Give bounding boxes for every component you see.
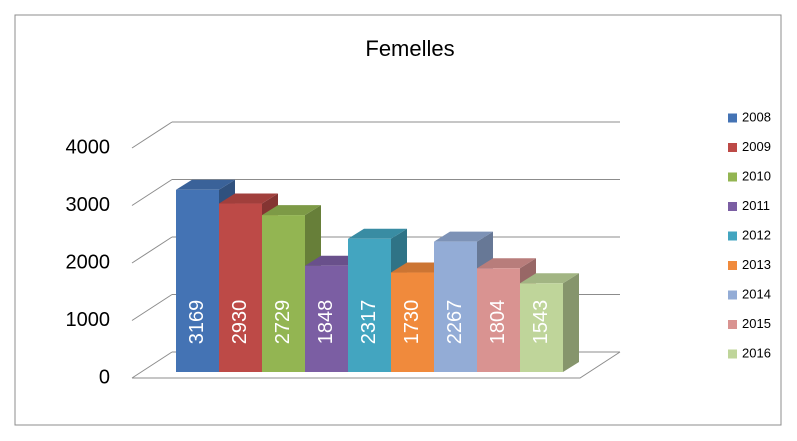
data-label: 2317 xyxy=(358,300,380,345)
bar xyxy=(348,238,391,372)
grid-line xyxy=(131,121,173,149)
y-tick-label: 0 xyxy=(99,366,110,388)
data-label: 1543 xyxy=(530,300,552,345)
legend-swatch xyxy=(728,202,737,211)
bar-top xyxy=(477,258,536,269)
legend-swatch xyxy=(728,320,737,329)
y-tick-label: 2000 xyxy=(66,251,111,273)
bar-top xyxy=(434,231,493,242)
data-label: 2729 xyxy=(272,300,294,345)
bar xyxy=(391,272,434,372)
grid-line xyxy=(131,236,173,264)
grid-line xyxy=(131,179,173,206)
bar xyxy=(477,268,520,372)
bar-top xyxy=(176,179,235,190)
data-label: 1804 xyxy=(487,300,509,345)
bar-top xyxy=(262,205,321,216)
y-tick-label: 3000 xyxy=(66,194,111,216)
data-label: 3169 xyxy=(186,300,208,345)
bar xyxy=(305,265,348,372)
legend-swatch xyxy=(728,172,737,182)
legend-swatch xyxy=(728,261,737,270)
y-tick-label: 4000 xyxy=(66,136,111,158)
legend-label: 2011 xyxy=(742,198,770,213)
legend-swatch xyxy=(728,290,737,300)
bar xyxy=(219,203,262,372)
grid-line xyxy=(131,294,173,321)
data-label: 2267 xyxy=(444,300,466,345)
bar xyxy=(520,283,563,372)
legend-swatch xyxy=(728,113,737,123)
legend-label: 2014 xyxy=(742,286,771,301)
bar-top xyxy=(219,193,278,204)
legend-label: 2010 xyxy=(742,168,771,183)
legend-label: 2012 xyxy=(742,227,771,242)
legend-swatch xyxy=(728,143,737,152)
legend-label: 2013 xyxy=(742,257,771,272)
legend-label: 2015 xyxy=(742,316,771,331)
bar-top xyxy=(520,273,579,284)
legend-label: 2008 xyxy=(742,109,771,124)
legend-swatch xyxy=(728,231,737,241)
data-label: 1848 xyxy=(315,300,337,345)
grid-line xyxy=(131,351,173,379)
chart-title: Femelles xyxy=(365,36,454,61)
floor-edge xyxy=(132,351,621,379)
bar xyxy=(262,215,305,372)
bar-side xyxy=(563,273,579,372)
legend-label: 2016 xyxy=(742,345,771,360)
data-label: 2930 xyxy=(229,300,251,345)
y-tick-label: 1000 xyxy=(66,309,111,331)
bar-top xyxy=(348,228,407,239)
data-label: 1730 xyxy=(401,300,423,345)
bar xyxy=(176,189,219,372)
legend-label: 2009 xyxy=(742,139,771,154)
bar xyxy=(434,241,477,372)
legend-swatch xyxy=(728,349,737,359)
